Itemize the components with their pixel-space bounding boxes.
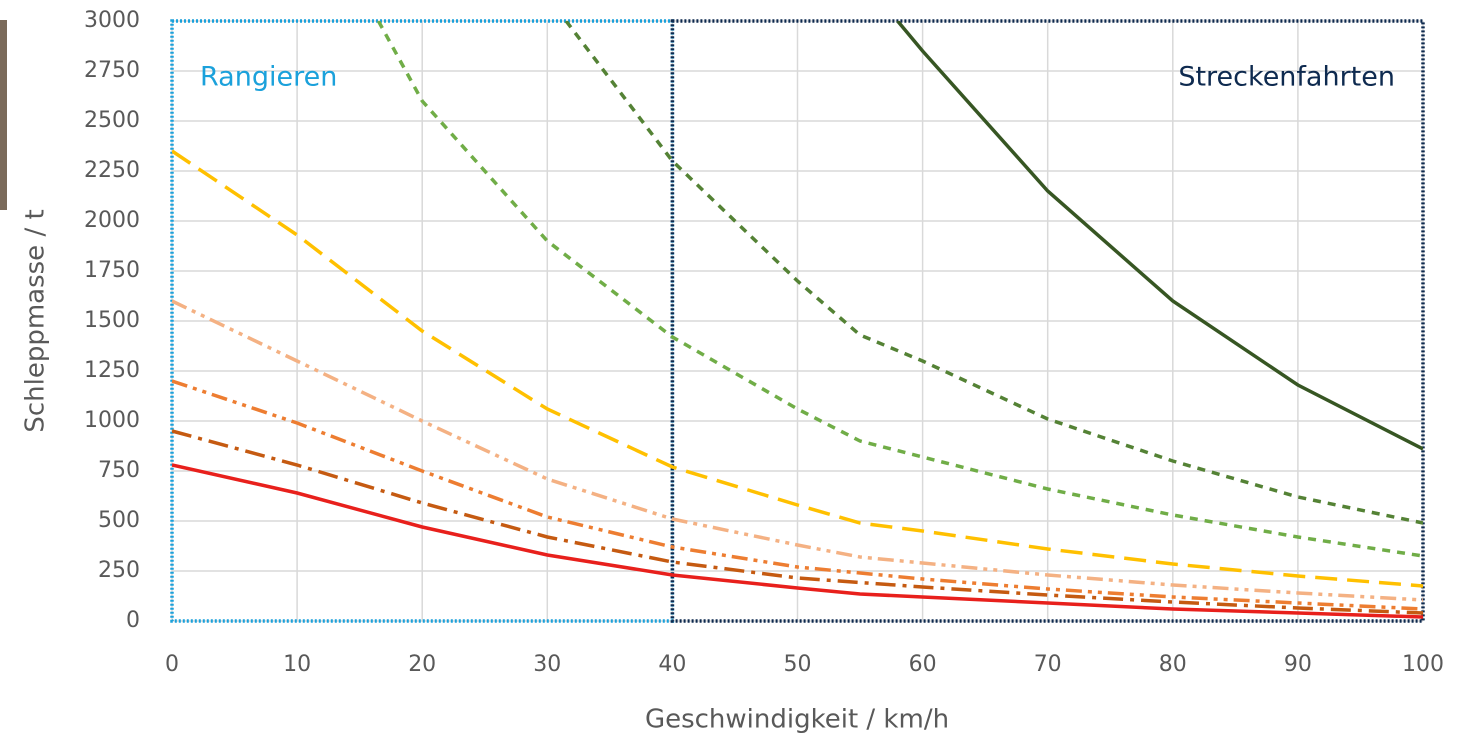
lines [172, 21, 1423, 619]
region-box [670, 19, 1425, 623]
y-tick-label: 1000 [84, 408, 140, 433]
y-tick-label: 2500 [84, 108, 140, 133]
x-tick-label: 30 [533, 652, 561, 677]
y-tick-label: 750 [98, 458, 140, 483]
x-tick-label: 100 [1402, 652, 1444, 677]
x-tick-label: 60 [909, 652, 937, 677]
y-tick-label: 1750 [84, 258, 140, 283]
y-tick-label: 1250 [84, 358, 140, 383]
x-tick-label: 10 [283, 652, 311, 677]
x-tick-label: 90 [1284, 652, 1312, 677]
series-line [172, 299, 1423, 602]
region-label: Rangieren [200, 62, 337, 93]
y-tick-label: 3000 [84, 8, 140, 33]
grid [171, 20, 1424, 622]
y-tick-label: 1500 [84, 308, 140, 333]
series-line [896, 21, 1423, 451]
x-tick-label: 80 [1159, 652, 1187, 677]
x-tick-label: 20 [408, 652, 436, 677]
x-tick-label: 0 [165, 652, 179, 677]
y-axis-title: Schleppmasse / t [21, 209, 51, 432]
regions [170, 19, 1425, 623]
series-line [172, 149, 1423, 588]
x-tick-label: 40 [658, 652, 686, 677]
y-tick-label: 2000 [84, 208, 140, 233]
series-line [172, 463, 1423, 619]
series-line [172, 379, 1423, 611]
x-axis-title: Geschwindigkeit / km/h [645, 705, 949, 735]
y-tick-label: 2250 [84, 158, 140, 183]
x-tick-label: 50 [784, 652, 812, 677]
labels: 0250500750100012501500175020002250250027… [84, 8, 1444, 677]
y-tick-label: 250 [98, 558, 140, 583]
y-tick-label: 500 [98, 508, 140, 533]
series-line [376, 21, 1423, 558]
y-tick-label: 2750 [84, 58, 140, 83]
photo-edge [0, 20, 7, 210]
y-tick-label: 0 [126, 608, 140, 633]
region-label: Streckenfahrten [1178, 62, 1395, 93]
series-line [564, 21, 1423, 525]
x-tick-label: 70 [1034, 652, 1062, 677]
